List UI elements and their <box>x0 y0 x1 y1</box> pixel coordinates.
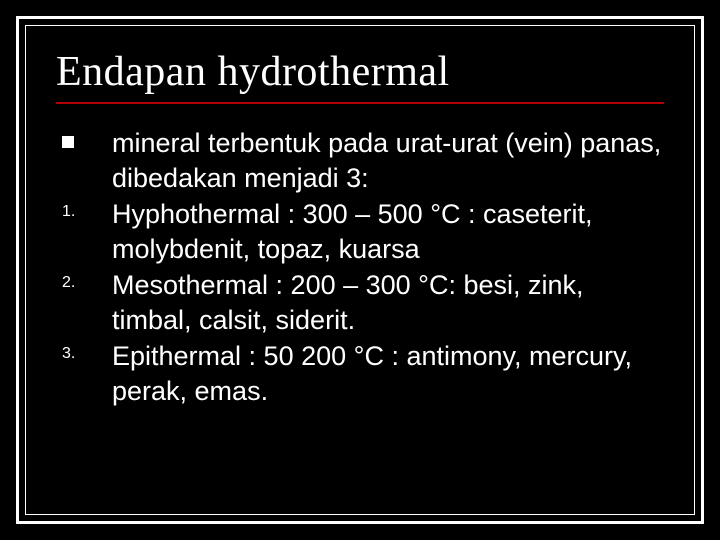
outer-frame: Endapan hydrothermal mineral terbentuk p… <box>16 16 704 524</box>
list-item: 2. Mesothermal : 200 – 300 °C: besi, zin… <box>56 268 664 337</box>
bullet-square-icon <box>56 126 112 153</box>
list-item: mineral terbentuk pada urat-urat (vein) … <box>56 126 664 195</box>
list-item-text: Mesothermal : 200 – 300 °C: besi, zink, … <box>112 268 664 337</box>
list-item-text: mineral terbentuk pada urat-urat (vein) … <box>112 126 664 195</box>
list-item-text: Hyphothermal : 300 – 500 °C : caseterit,… <box>112 197 664 266</box>
inner-frame: Endapan hydrothermal mineral terbentuk p… <box>25 25 695 515</box>
list-item: 3. Epithermal : 50 200 °C : antimony, me… <box>56 339 664 408</box>
slide-content: mineral terbentuk pada urat-urat (vein) … <box>56 126 664 408</box>
list-item: 1. Hyphothermal : 300 – 500 °C : caseter… <box>56 197 664 266</box>
slide-title: Endapan hydrothermal <box>56 48 664 104</box>
list-number: 2. <box>56 268 112 292</box>
list-item-text: Epithermal : 50 200 °C : antimony, mercu… <box>112 339 664 408</box>
list-number: 1. <box>56 197 112 221</box>
list-number: 3. <box>56 339 112 363</box>
